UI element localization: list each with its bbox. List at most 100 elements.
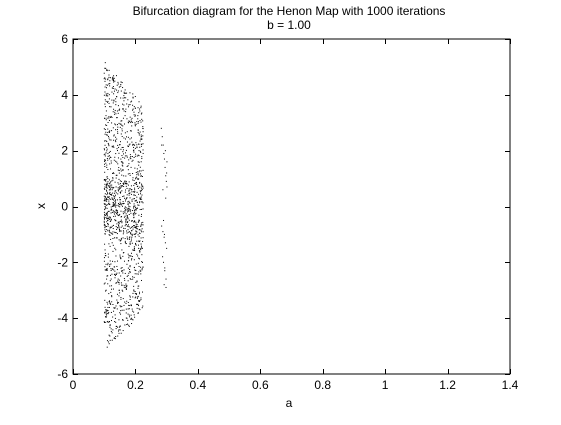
data-point	[111, 91, 113, 93]
data-point	[114, 190, 116, 192]
data-point	[133, 149, 135, 151]
data-point	[121, 164, 123, 166]
data-point	[113, 215, 115, 217]
data-point	[113, 273, 115, 275]
data-point	[113, 212, 115, 214]
data-point	[129, 227, 131, 229]
data-point	[137, 204, 139, 206]
data-point	[115, 226, 117, 228]
data-point	[135, 230, 137, 232]
data-point	[131, 141, 133, 143]
data-point	[105, 146, 107, 148]
data-point	[108, 210, 110, 212]
data-point	[138, 171, 140, 173]
data-point	[141, 183, 143, 185]
data-point	[127, 274, 129, 276]
data-point	[132, 249, 134, 251]
data-point	[120, 239, 122, 241]
data-point	[111, 79, 113, 81]
data-point	[125, 218, 127, 220]
data-point	[106, 194, 108, 196]
x-tick-label: 0.8	[314, 378, 331, 392]
data-point	[117, 90, 119, 92]
data-point	[104, 252, 106, 254]
data-point	[133, 206, 135, 208]
data-point	[105, 67, 107, 69]
data-point	[130, 121, 132, 123]
data-point	[134, 124, 136, 126]
data-point	[134, 115, 136, 117]
data-point	[111, 184, 113, 186]
data-point	[138, 247, 140, 249]
data-point	[108, 200, 110, 202]
data-point	[122, 87, 124, 89]
data-point	[130, 212, 132, 214]
data-point	[125, 152, 127, 154]
data-point	[108, 137, 110, 139]
data-point	[141, 158, 143, 160]
data-point	[121, 284, 123, 286]
data-point	[137, 154, 139, 156]
data-point	[131, 117, 133, 119]
data-point	[125, 111, 127, 113]
data-point	[105, 263, 107, 265]
x-tick-label: 0.2	[127, 378, 144, 392]
data-point	[129, 243, 131, 245]
data-point	[114, 80, 116, 82]
data-point	[134, 297, 136, 299]
data-point	[112, 205, 114, 207]
data-point	[138, 155, 140, 157]
data-point	[107, 95, 109, 97]
data-point	[128, 255, 130, 257]
data-point	[162, 144, 164, 146]
data-point	[135, 178, 137, 180]
data-point	[134, 147, 136, 149]
data-point	[118, 170, 120, 172]
data-point	[108, 158, 110, 160]
data-point	[117, 301, 119, 303]
data-point	[139, 209, 141, 211]
data-point	[109, 280, 111, 282]
data-point	[109, 106, 111, 108]
data-point	[130, 259, 132, 261]
data-point	[130, 232, 132, 234]
data-point	[122, 211, 124, 213]
data-point	[123, 110, 125, 112]
data-point	[106, 268, 108, 270]
data-point	[110, 278, 112, 280]
data-point	[134, 273, 136, 275]
data-point	[123, 182, 125, 184]
data-point	[112, 231, 114, 233]
data-point	[132, 198, 134, 200]
data-point	[120, 210, 122, 212]
data-point	[119, 141, 121, 143]
data-point	[106, 200, 108, 202]
data-point	[112, 238, 114, 240]
data-point	[162, 231, 164, 233]
data-point	[131, 323, 133, 325]
data-point	[107, 185, 109, 187]
data-point	[114, 109, 116, 111]
data-point	[107, 181, 109, 183]
data-point	[129, 173, 131, 175]
data-point	[116, 150, 118, 152]
data-point	[115, 129, 117, 131]
data-point	[138, 250, 140, 252]
data-point	[125, 317, 127, 319]
data-point	[120, 97, 122, 99]
data-point	[135, 231, 137, 233]
data-point	[103, 211, 105, 213]
data-point	[105, 290, 107, 292]
data-point	[105, 131, 107, 133]
data-point	[137, 118, 139, 120]
data-point	[139, 248, 141, 250]
data-point	[115, 141, 117, 143]
data-point	[120, 90, 122, 92]
data-point	[104, 316, 106, 318]
data-point	[106, 94, 108, 96]
data-point	[110, 193, 112, 195]
data-point	[138, 204, 140, 206]
data-point	[124, 197, 126, 199]
data-point	[116, 84, 118, 86]
data-point	[163, 236, 165, 238]
